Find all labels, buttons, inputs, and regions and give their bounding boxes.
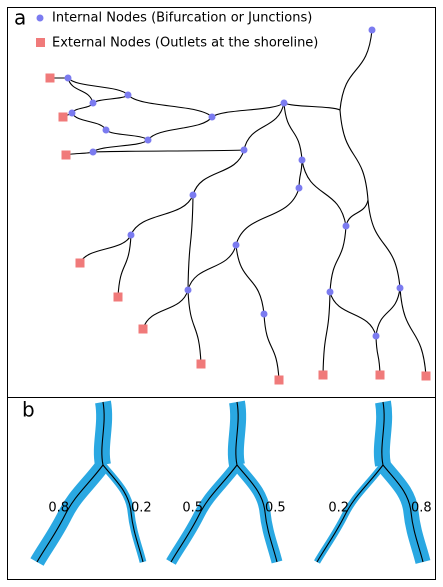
river-edge <box>131 195 193 235</box>
external-node <box>422 372 431 381</box>
river-edge <box>93 140 148 152</box>
river-edge <box>128 95 212 117</box>
river-edge <box>148 117 212 140</box>
internal-node <box>90 149 97 156</box>
internal-node <box>185 287 192 294</box>
river-edge <box>68 78 128 95</box>
river-edge <box>236 245 264 314</box>
river-edge <box>143 290 188 329</box>
internal-node <box>90 100 97 107</box>
split-right: 0.2 <box>131 501 152 516</box>
panel-label: a <box>14 6 26 30</box>
river-edge <box>368 200 400 288</box>
external-node <box>319 371 328 380</box>
internal-node <box>65 75 72 82</box>
channel <box>171 465 237 562</box>
internal-node <box>190 192 197 199</box>
river-edge <box>68 78 93 103</box>
nodes <box>46 27 431 385</box>
internal-node <box>233 242 240 249</box>
split-right: 0.8 <box>411 501 432 516</box>
internal-node <box>128 232 135 239</box>
internal-node <box>299 157 306 164</box>
internal-node <box>103 127 110 134</box>
river-edge <box>330 226 346 292</box>
river-edge <box>106 130 148 140</box>
internal-node <box>125 92 132 99</box>
legend-internal-marker <box>37 15 44 22</box>
legend-text: Internal Nodes (Bifurcation or Junctions… <box>52 11 312 26</box>
river-edge <box>264 314 279 380</box>
river-network <box>50 30 426 380</box>
river-edge <box>400 288 426 376</box>
river-edge <box>323 292 330 375</box>
legend-text: External Nodes (Outlets at the shoreline… <box>52 36 318 51</box>
river-edge <box>284 103 340 110</box>
river-edge <box>330 292 376 336</box>
split-examples: 0.8 0.2 0.5 0.5 0.2 0.8 <box>37 402 432 562</box>
river-edge <box>340 110 368 200</box>
river-edge <box>302 160 346 226</box>
internal-node <box>296 185 303 192</box>
internal-node <box>343 223 350 230</box>
external-node <box>139 325 148 334</box>
external-node <box>275 376 284 385</box>
river-edge <box>376 288 400 336</box>
internal-node <box>373 333 380 340</box>
split-left: 0.5 <box>182 501 203 516</box>
river-edge <box>193 150 244 195</box>
river-edge <box>93 95 128 103</box>
river-edge <box>284 103 302 160</box>
river-edge <box>188 195 193 290</box>
internal-node <box>261 311 268 318</box>
internal-node <box>281 100 288 107</box>
internal-node <box>69 110 76 117</box>
internal-node <box>397 285 404 292</box>
river-edge <box>80 235 131 263</box>
river-edge <box>188 290 201 364</box>
external-node <box>197 360 206 369</box>
external-node <box>76 259 85 268</box>
legend-external-marker <box>36 38 45 47</box>
river-edge <box>340 30 372 110</box>
split-left: 0.8 <box>48 501 69 516</box>
internal-node <box>241 147 248 154</box>
river-edge <box>299 160 302 188</box>
split-right: 0.5 <box>265 501 286 516</box>
split-left: 0.2 <box>328 501 349 516</box>
river-edge <box>188 245 236 290</box>
external-node <box>62 151 71 160</box>
internal-node <box>369 27 376 34</box>
river-edge <box>72 113 106 130</box>
figure: a Internal Nodes (Bifurcation or Junctio… <box>0 0 443 587</box>
river-edge <box>346 200 368 226</box>
river-edge <box>376 336 380 375</box>
internal-node <box>209 114 216 121</box>
river-edge <box>212 103 284 117</box>
external-node <box>59 113 68 122</box>
external-node <box>46 74 55 83</box>
channel <box>317 465 383 562</box>
river-edge <box>93 150 244 152</box>
channel <box>37 465 103 562</box>
panel-label: b <box>22 398 35 422</box>
river-edge <box>236 188 299 245</box>
external-node <box>376 371 385 380</box>
external-node <box>114 293 123 302</box>
internal-node <box>327 289 334 296</box>
internal-node <box>145 137 152 144</box>
